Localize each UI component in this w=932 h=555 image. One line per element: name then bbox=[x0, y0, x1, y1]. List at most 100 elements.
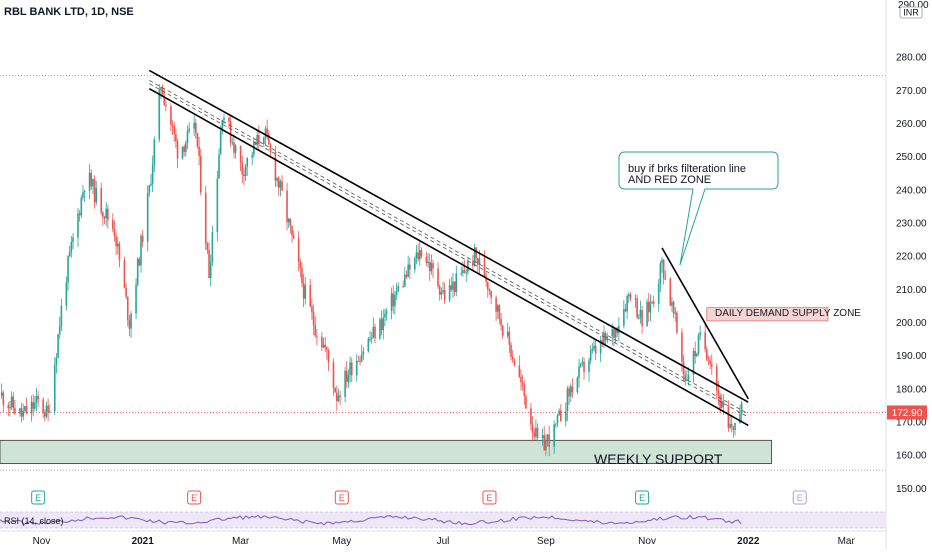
candle-body bbox=[100, 187, 103, 213]
candle-up bbox=[390, 287, 393, 320]
earnings-marker-box bbox=[334, 490, 349, 505]
candle-body bbox=[151, 164, 154, 184]
price-tick-label: 160.00 bbox=[896, 451, 927, 462]
candle-body bbox=[188, 128, 190, 132]
candle-down bbox=[239, 145, 242, 172]
weekly-support-zone bbox=[0, 439, 772, 464]
trendlines-layer[interactable] bbox=[148, 69, 749, 427]
candle-body bbox=[171, 124, 174, 126]
candle-body bbox=[525, 396, 527, 409]
candle-body bbox=[500, 319, 502, 326]
candle-body bbox=[734, 422, 736, 430]
candle-down bbox=[704, 323, 706, 353]
candle-body bbox=[613, 329, 615, 338]
candle-body bbox=[185, 143, 187, 152]
candle-down bbox=[47, 398, 49, 422]
candle-down bbox=[501, 324, 504, 339]
candle-body bbox=[80, 197, 83, 216]
candle-down bbox=[417, 244, 419, 263]
candle-up bbox=[687, 367, 690, 386]
candle-body bbox=[233, 142, 235, 153]
candle-down bbox=[345, 361, 348, 389]
candle-up bbox=[455, 265, 458, 297]
earnings-marker: E bbox=[187, 490, 202, 505]
candle-body bbox=[2, 392, 5, 406]
candle-up bbox=[48, 404, 51, 414]
candle-down bbox=[43, 409, 46, 422]
candle-up bbox=[555, 423, 557, 428]
candle-up bbox=[160, 86, 162, 99]
candle-body bbox=[297, 238, 300, 262]
candle-body bbox=[628, 294, 630, 296]
candle-up bbox=[82, 185, 84, 201]
candle-up bbox=[581, 357, 584, 367]
candle-body bbox=[569, 386, 572, 397]
daily-supply-zone bbox=[706, 307, 829, 322]
candle-body bbox=[274, 151, 277, 181]
candle-body bbox=[684, 374, 687, 382]
candle-up bbox=[244, 163, 247, 181]
candle-body bbox=[546, 434, 549, 440]
rsi-band bbox=[0, 512, 886, 528]
candle-body bbox=[107, 208, 109, 220]
earnings-marker: E bbox=[31, 490, 46, 505]
candle-body bbox=[536, 427, 539, 439]
candle-up bbox=[150, 174, 152, 187]
candle-body bbox=[37, 395, 39, 400]
candle-down bbox=[78, 209, 81, 222]
candle-body bbox=[9, 407, 11, 409]
candle-down bbox=[543, 426, 546, 451]
price-tick-label: 200.00 bbox=[896, 318, 927, 329]
candle-body bbox=[221, 119, 224, 132]
candle-down bbox=[309, 278, 312, 308]
price-tick-label: 210.00 bbox=[896, 285, 927, 296]
candle-body bbox=[125, 287, 127, 297]
candle-body bbox=[636, 298, 638, 318]
candle-down bbox=[629, 292, 632, 302]
candle-up bbox=[246, 157, 249, 177]
candle-up bbox=[556, 413, 559, 428]
earnings-marker-label: E bbox=[339, 493, 345, 503]
candle-body bbox=[409, 264, 411, 270]
candle-up bbox=[674, 306, 677, 322]
candle-body bbox=[402, 286, 404, 288]
candle-down bbox=[583, 357, 585, 380]
candle-up bbox=[427, 253, 429, 268]
currency-badge[interactable] bbox=[899, 6, 923, 19]
price-tick-label: 170.00 bbox=[896, 418, 927, 429]
candle-down bbox=[392, 285, 395, 314]
candle-body bbox=[413, 257, 416, 270]
candle-body bbox=[158, 89, 161, 140]
candle-up bbox=[151, 155, 154, 192]
candle-body bbox=[146, 192, 149, 242]
candle-body bbox=[176, 140, 179, 159]
time-tick-label: May bbox=[332, 536, 351, 547]
candle-body bbox=[657, 284, 660, 305]
price-tick-label: 150.00 bbox=[896, 484, 927, 495]
candle-down bbox=[548, 425, 550, 457]
candle-down bbox=[20, 402, 23, 423]
candle-up bbox=[440, 287, 443, 300]
candle-down bbox=[194, 118, 197, 139]
candle-body bbox=[322, 344, 325, 348]
callout-text-line1: buy if brks filteration line bbox=[628, 163, 746, 175]
candle-up bbox=[734, 422, 736, 436]
candle-up bbox=[382, 309, 385, 340]
candle-body bbox=[394, 295, 396, 307]
candle-up bbox=[720, 393, 723, 409]
candle-down bbox=[199, 148, 202, 196]
candle-down bbox=[432, 259, 434, 279]
callout[interactable]: buy if brks filteration line AND RED ZON… bbox=[618, 151, 779, 266]
candle-body bbox=[302, 283, 305, 299]
candle-body bbox=[276, 178, 278, 181]
candle-body bbox=[558, 410, 560, 416]
candle-up bbox=[347, 369, 350, 388]
candle-down bbox=[472, 254, 474, 271]
candle-body bbox=[604, 333, 607, 341]
current-price-value: 172.90 bbox=[892, 408, 923, 419]
candle-body bbox=[415, 252, 418, 258]
candle-down bbox=[732, 425, 735, 439]
rsi-pane[interactable]: RSI (14, close) bbox=[0, 511, 886, 529]
